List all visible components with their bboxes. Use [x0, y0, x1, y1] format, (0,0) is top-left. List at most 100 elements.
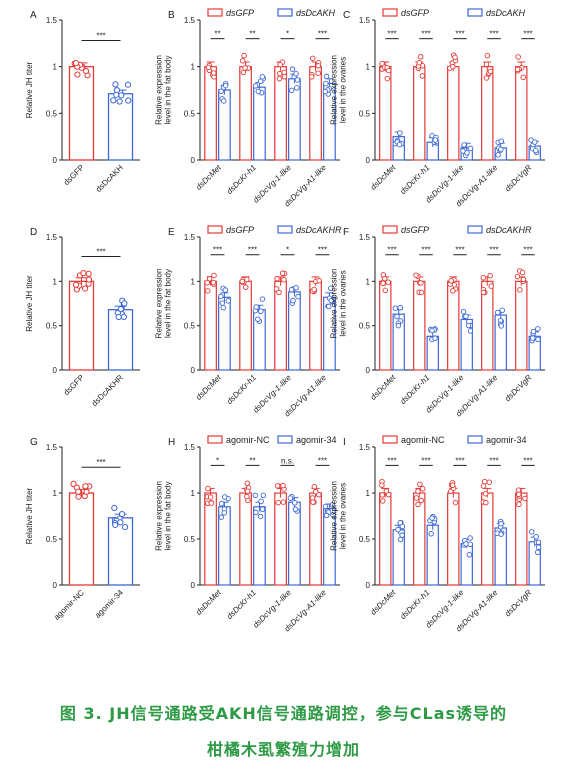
- bar-dsGFP: [515, 280, 528, 371]
- significance-label: ***: [387, 246, 396, 255]
- y-tick-label: 0: [191, 581, 196, 590]
- panel-letter: E: [168, 227, 175, 238]
- data-point: [384, 75, 391, 82]
- panel-letter: I: [343, 437, 346, 448]
- legend-swatch: [207, 225, 223, 234]
- data-point: [449, 482, 456, 489]
- data-point: [535, 544, 542, 550]
- significance-label: **: [249, 456, 255, 465]
- y-tick-label: 0.5: [184, 535, 196, 544]
- x-tick-label: dsDcKr-h1: [398, 373, 431, 406]
- data-point: [259, 296, 266, 302]
- data-point: [252, 492, 259, 499]
- data-point: [399, 523, 406, 530]
- significance-label: ***: [96, 32, 105, 41]
- data-point: [467, 145, 474, 152]
- significance-label: ***: [387, 456, 396, 465]
- data-point: [218, 500, 225, 507]
- x-tick-label: dsDcMet: [369, 163, 398, 192]
- data-point: [399, 532, 405, 538]
- legend-label: dsGFP: [401, 8, 429, 18]
- bar-agomir-34: [460, 542, 473, 586]
- data-point: [535, 326, 541, 332]
- y-tick-label: 1.5: [184, 443, 196, 452]
- data-point: [482, 490, 489, 497]
- data-point: [379, 60, 385, 67]
- data-point: [531, 139, 538, 145]
- significance-label: ***: [523, 30, 532, 39]
- legend-swatch: [277, 435, 293, 444]
- data-point: [274, 483, 281, 489]
- data-point: [451, 282, 458, 288]
- data-point: [291, 500, 298, 506]
- data-point: [480, 483, 487, 489]
- legend-swatch: [467, 225, 483, 234]
- data-point: [258, 498, 264, 505]
- legend-label: agomir-34: [486, 435, 527, 445]
- data-point: [281, 73, 288, 80]
- data-point: [72, 281, 80, 288]
- significance-label: ***: [318, 456, 327, 465]
- data-point: [252, 83, 259, 89]
- significance-label: *: [286, 30, 289, 39]
- y-axis-label: Relative expression: [330, 481, 339, 551]
- data-point: [290, 297, 296, 304]
- data-point: [312, 488, 319, 495]
- legend-swatch: [277, 8, 293, 17]
- data-point: [392, 305, 399, 311]
- panel-d: D 0 0.5 1 1.5 Relative JH titer dsGFP dsDcAKHR *…: [25, 227, 140, 408]
- data-point: [279, 270, 286, 277]
- data-point: [121, 300, 128, 307]
- panel-letter: H: [168, 437, 175, 448]
- legend-label: dsGFP: [226, 225, 254, 235]
- legend-label: dsGFP: [401, 225, 429, 235]
- data-point: [519, 269, 526, 276]
- data-point: [397, 130, 403, 136]
- data-point: [257, 513, 264, 520]
- panel-letter: D: [30, 227, 37, 238]
- x-tick-label: dsDcMet: [194, 163, 223, 192]
- panel-letter: C: [343, 10, 350, 21]
- data-point: [204, 288, 211, 294]
- data-point: [461, 142, 467, 148]
- data-point: [328, 285, 334, 292]
- legend-label: dsGFP: [226, 8, 254, 18]
- data-point: [311, 483, 318, 490]
- data-point: [494, 309, 501, 316]
- legend-swatch: [467, 435, 483, 444]
- bar-dsGFP: [204, 66, 217, 161]
- x-tick-label: dsDcAKH: [94, 163, 125, 194]
- panel-i: I 0 0.5 1 1.5 Relative expression level in the…: [330, 435, 545, 633]
- data-point: [81, 285, 89, 292]
- panel-letter: G: [30, 437, 38, 448]
- data-point: [488, 283, 494, 289]
- data-point: [222, 287, 229, 293]
- bar-agomir-NC: [481, 492, 494, 586]
- legend-label: agomir-34: [296, 435, 337, 445]
- data-point: [499, 307, 506, 314]
- data-point: [70, 480, 77, 487]
- data-point: [432, 137, 439, 143]
- x-tick-label: dsDcVgR: [503, 373, 533, 403]
- data-point: [206, 276, 213, 282]
- data-point: [219, 300, 226, 306]
- data-point: [487, 68, 494, 75]
- x-tick-label: dsDcKr-h1: [225, 588, 258, 621]
- data-point: [218, 88, 224, 94]
- x-tick-label: dsDcAKHR: [90, 373, 125, 408]
- data-point: [205, 64, 212, 71]
- bar-dsGFP: [379, 280, 392, 371]
- significance-label: ***: [489, 246, 498, 255]
- data-point: [294, 77, 301, 83]
- data-point: [255, 88, 262, 95]
- data-point: [85, 270, 92, 277]
- data-point: [244, 493, 250, 500]
- y-tick-label: 0.5: [359, 322, 371, 331]
- data-point: [396, 141, 403, 148]
- data-point: [395, 322, 402, 329]
- data-point: [277, 61, 283, 68]
- data-point: [516, 501, 522, 508]
- y-tick-label: 0.5: [359, 109, 371, 118]
- data-point: [116, 98, 123, 105]
